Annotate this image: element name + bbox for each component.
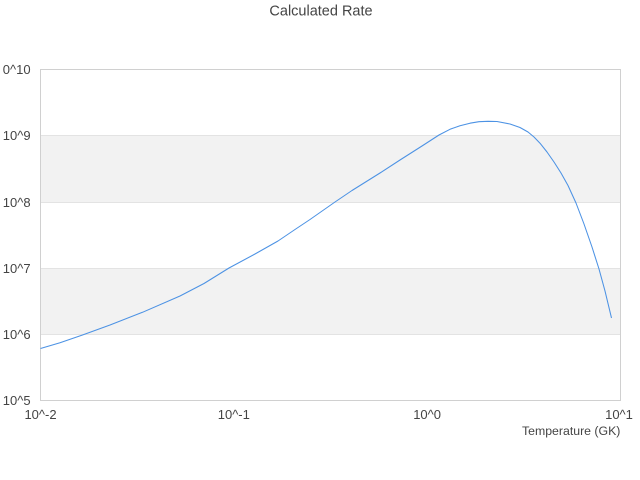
svg-text:10^0: 10^0 bbox=[413, 407, 441, 422]
svg-text:10^-2: 10^-2 bbox=[24, 407, 56, 422]
svg-text:Calculated Rate: Calculated Rate bbox=[269, 4, 372, 20]
svg-text:10^5: 10^5 bbox=[3, 393, 31, 408]
svg-text:10^6: 10^6 bbox=[3, 327, 31, 342]
svg-text:10^-1: 10^-1 bbox=[218, 407, 250, 422]
svg-text:10^1: 10^1 bbox=[605, 407, 633, 422]
svg-text:10^7: 10^7 bbox=[3, 261, 31, 276]
svg-text:0^10: 0^10 bbox=[3, 62, 31, 77]
svg-text:10^8: 10^8 bbox=[3, 195, 31, 210]
svg-text:Temperature (GK): Temperature (GK) bbox=[522, 424, 620, 438]
svg-text:10^9: 10^9 bbox=[3, 128, 31, 143]
